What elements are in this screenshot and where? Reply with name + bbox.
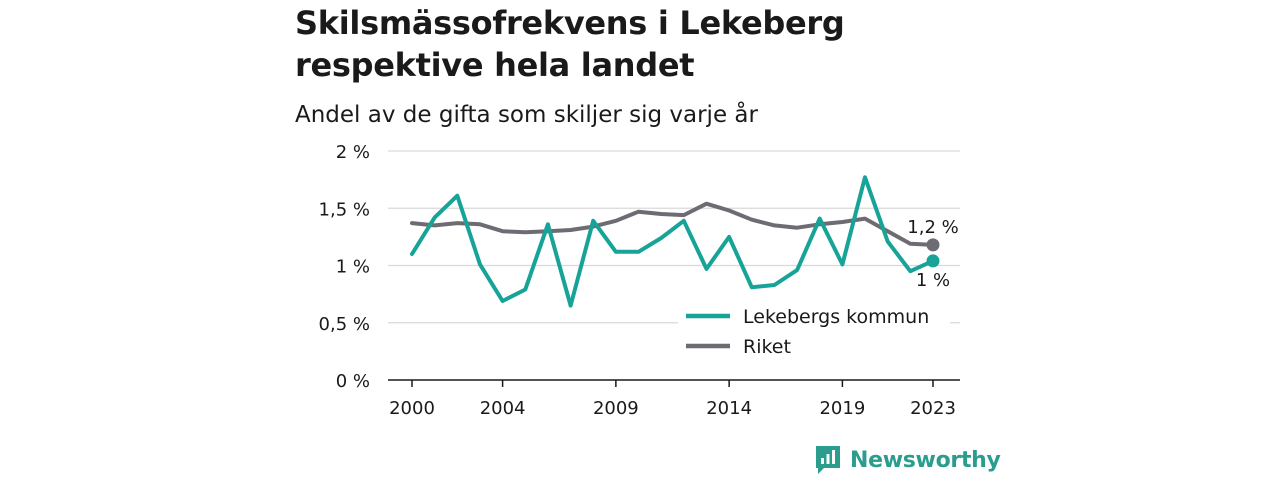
legend-label: Riket bbox=[743, 336, 791, 358]
y-tick-label: 0 % bbox=[336, 371, 370, 392]
x-tick-label: 2019 bbox=[819, 398, 865, 419]
brand-name: Newsworthy bbox=[850, 447, 1001, 473]
newsworthy-logo: Newsworthy bbox=[814, 444, 1001, 476]
end-point-riket bbox=[926, 238, 940, 252]
line-chart: 0 % 0,5 % 1 % 1,5 % 2 % 2000 2004 2009 2014 2019 2… bbox=[319, 142, 960, 419]
x-tick-label: 2009 bbox=[593, 398, 639, 419]
series-line-lekeberg bbox=[410, 175, 935, 308]
end-label-riket: 1,2 % bbox=[907, 217, 958, 238]
y-tick-label: 1 % bbox=[336, 257, 370, 278]
chart-subtitle: Andel av de gifta som skiljer sig varje … bbox=[295, 102, 758, 128]
x-tick-label: 2000 bbox=[389, 398, 435, 419]
x-tick-label: 2023 bbox=[910, 398, 956, 419]
y-tick-label: 0,5 % bbox=[319, 314, 370, 335]
y-tick-label: 2 % bbox=[336, 142, 370, 163]
x-tick-label: 2004 bbox=[480, 398, 526, 419]
x-tick-label: 2014 bbox=[706, 398, 752, 419]
legend-background bbox=[678, 296, 950, 364]
newsworthy-logo-icon bbox=[816, 446, 840, 474]
chart-title: Skilsmässofrekvens i Lekeberg respektive… bbox=[295, 4, 845, 84]
series-line-riket bbox=[410, 201, 935, 247]
end-point-lekeberg bbox=[926, 254, 940, 268]
end-label-lekeberg: 1 % bbox=[916, 270, 950, 291]
y-tick-label: 1,5 % bbox=[319, 199, 370, 220]
legend-label: Lekebergs kommun bbox=[743, 306, 929, 328]
